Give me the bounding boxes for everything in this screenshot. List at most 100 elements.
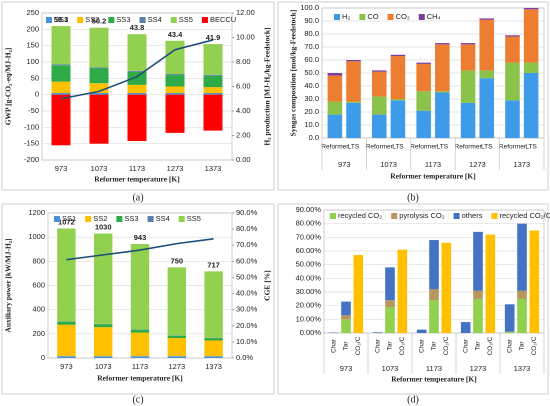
legend-label: recycled CO₂/C — [499, 211, 550, 220]
total-label: 750 — [171, 256, 184, 265]
bar-segment — [204, 356, 223, 358]
y2-tick-label: 60.0% — [236, 256, 258, 265]
bar-segment — [127, 71, 147, 85]
bar-segment — [479, 70, 494, 79]
bar-segment — [504, 304, 515, 332]
panel-frame — [1, 1, 275, 191]
bar-segment — [327, 75, 343, 102]
y2-tick-label: 2.00 — [236, 130, 251, 139]
bar-segment — [57, 356, 76, 358]
total-label: 1030 — [95, 223, 112, 232]
total-label: 43.8 — [130, 23, 145, 32]
bar-segment — [203, 87, 223, 94]
y-tick-label: -200 — [24, 155, 39, 164]
y-tick-label: 0.0 — [309, 133, 319, 142]
bar-segment — [416, 63, 431, 92]
bar-segment — [203, 94, 223, 131]
y2-tick-label: 70.0% — [236, 240, 258, 249]
x-subcategory-label: Tar — [343, 341, 350, 351]
legend-label: BECCU — [210, 15, 236, 24]
bar-segment — [165, 40, 185, 75]
y-tick-label: 250 — [26, 8, 39, 17]
x-group-label: 1073 — [382, 364, 399, 373]
bar-segment — [167, 356, 186, 358]
legend-swatch — [116, 216, 123, 222]
y-tick-label: 70.00% — [296, 232, 322, 241]
bar-segment — [429, 289, 439, 301]
y-tick-label: -100 — [24, 122, 39, 131]
legend-swatch — [453, 213, 460, 219]
x-subcategory-label: Char — [418, 338, 425, 353]
bar-segment — [505, 62, 520, 101]
total-label: 41.9 — [206, 33, 221, 42]
legend-swatch — [178, 216, 185, 222]
bar-segment — [529, 230, 540, 333]
bar-segment — [416, 329, 427, 333]
bar-segment — [89, 83, 109, 94]
bar-segment — [204, 338, 223, 341]
legend-label: recycled CO₂ — [338, 211, 382, 220]
bar-segment — [479, 18, 494, 20]
bar-segment — [523, 73, 539, 138]
y-tick-label: 200 — [32, 329, 45, 338]
bar-segment — [372, 114, 387, 138]
bar-segment — [523, 9, 539, 63]
bar-segment — [479, 19, 494, 71]
y2-axis-title: H₂ production [MJ-H₂/kg-Feedstock] — [263, 27, 272, 145]
x-group-label: 1373 — [514, 364, 531, 373]
bar-segment — [346, 101, 361, 103]
legend-swatch — [391, 213, 398, 219]
y-tick-label: 800 — [32, 256, 45, 265]
legend-label: CH₄ — [427, 12, 441, 21]
y-tick-label: 0.00% — [300, 328, 322, 337]
bar-segment — [505, 36, 520, 63]
bar-segment — [51, 94, 71, 146]
y-tick-label: 400 — [32, 305, 45, 314]
panel-caption: (c) — [132, 394, 143, 405]
x-subcategory-label: Reformer — [366, 144, 394, 151]
bar-segment — [346, 102, 361, 138]
bar-segment — [89, 93, 109, 95]
bar-segment — [94, 324, 113, 328]
bar-segment — [327, 114, 343, 138]
bar-segment — [57, 228, 76, 322]
bar-segment — [51, 65, 71, 82]
bar-segment — [397, 249, 408, 333]
y-tick-label: 10.0 — [304, 120, 319, 129]
bar-segment — [127, 34, 147, 71]
legend-swatch — [418, 14, 425, 20]
y2-tick-label: 40.0% — [236, 289, 258, 298]
bar-segment — [460, 43, 476, 45]
panel-frame — [277, 203, 549, 395]
y2-tick-label: 20.0% — [236, 321, 258, 330]
bar-segment — [165, 94, 185, 133]
bar-segment — [341, 319, 351, 333]
bar-segment — [385, 307, 395, 333]
y-tick-label: 50.00% — [296, 260, 322, 269]
y-tick-label: 0 — [35, 90, 39, 99]
bar-segment — [441, 242, 452, 333]
bar-segment — [127, 70, 147, 72]
line-series — [60, 39, 214, 100]
bar-segment — [372, 96, 387, 115]
bar-segment — [435, 43, 450, 45]
bar-segment — [435, 92, 450, 138]
y-tick-label: 50 — [31, 73, 39, 82]
bar-segment — [390, 99, 406, 101]
y-tick-label: 60.00% — [296, 246, 322, 255]
x-group-label: 1273 — [469, 160, 486, 169]
bar-segment — [165, 93, 185, 95]
bar-segment — [473, 298, 483, 333]
bar-segment — [429, 240, 439, 290]
x-subcategory-label: Reformer — [455, 144, 483, 151]
y-tick-label: 60.0 — [304, 55, 319, 64]
bar-segment — [57, 321, 76, 325]
y-tick-label: 1000 — [28, 232, 45, 241]
x-subcategory-label: Char — [462, 338, 469, 353]
x-tick-label: 1373 — [205, 164, 222, 173]
total-label: 717 — [207, 260, 220, 269]
panel-caption: (a) — [132, 192, 143, 203]
bar-segment — [203, 93, 223, 95]
x-subcategory-label: Tar — [431, 341, 438, 351]
